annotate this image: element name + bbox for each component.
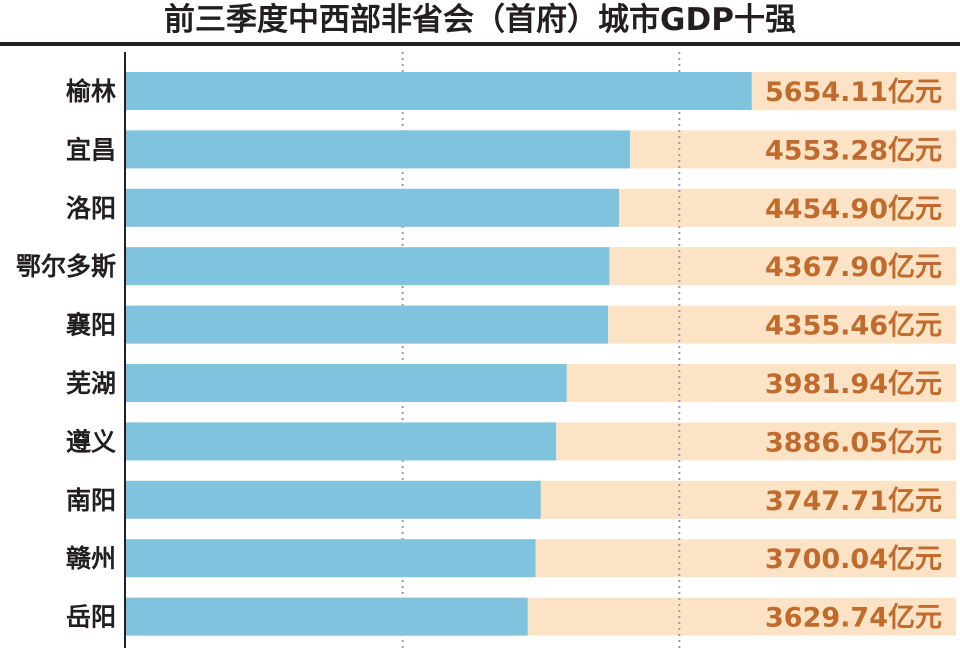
category-label: 南阳 <box>66 486 116 515</box>
value-label: 5654.11亿元 <box>765 77 942 108</box>
category-label: 襄阳 <box>65 311 116 340</box>
category-label: 岳阳 <box>66 603 116 632</box>
value-label: 4454.90亿元 <box>765 194 942 225</box>
bar <box>126 72 752 110</box>
category-label: 遵义 <box>66 427 116 456</box>
bar <box>126 305 609 344</box>
bar <box>126 188 620 227</box>
bar <box>126 480 541 519</box>
category-label: 榆林 <box>66 77 116 106</box>
value-label: 3747.71亿元 <box>765 486 942 517</box>
category-label: 洛阳 <box>66 194 116 223</box>
category-label: 赣州 <box>66 544 116 573</box>
value-label: 3981.94亿元 <box>765 369 942 400</box>
value-label: 4355.46亿元 <box>765 311 942 342</box>
bar <box>126 130 630 169</box>
category-label: 宜昌 <box>66 135 116 164</box>
value-label: 3700.04亿元 <box>765 544 942 575</box>
category-label: 芜湖 <box>66 369 116 398</box>
bar <box>126 539 536 578</box>
bar <box>126 247 610 286</box>
value-label: 3886.05亿元 <box>765 427 942 458</box>
value-label: 4553.28亿元 <box>765 135 942 166</box>
bar <box>126 597 528 636</box>
category-label: 鄂尔多斯 <box>16 252 116 281</box>
bar <box>126 422 557 461</box>
value-label: 3629.74亿元 <box>765 603 942 634</box>
value-label: 4367.90亿元 <box>765 252 942 283</box>
chart-title: 前三季度中西部非省会（首府）城市GDP十强 <box>164 2 796 38</box>
bar <box>126 364 567 402</box>
title-rule <box>0 42 960 46</box>
